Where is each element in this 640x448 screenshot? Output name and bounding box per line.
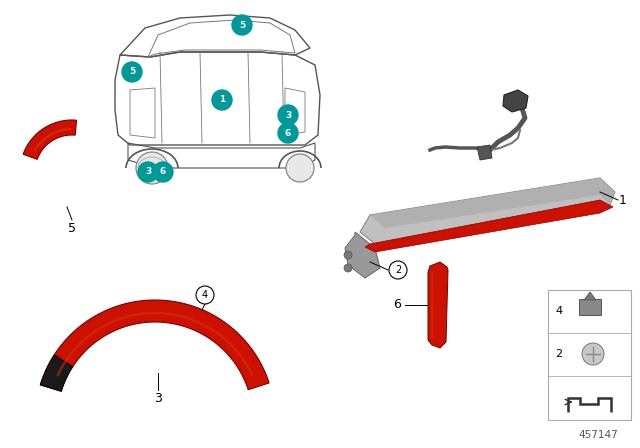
Text: 1: 1 [619, 194, 627, 207]
Text: 2: 2 [555, 349, 562, 359]
Circle shape [232, 15, 252, 35]
Circle shape [344, 251, 352, 259]
Text: 6: 6 [160, 168, 166, 177]
Circle shape [153, 162, 173, 182]
Text: 1: 1 [219, 95, 225, 104]
Circle shape [344, 264, 352, 272]
Text: 6: 6 [285, 129, 291, 138]
Circle shape [286, 154, 314, 182]
Polygon shape [40, 355, 73, 392]
FancyBboxPatch shape [579, 299, 601, 315]
Text: 2: 2 [395, 265, 401, 275]
Polygon shape [477, 145, 492, 160]
Text: 5: 5 [68, 221, 76, 234]
Polygon shape [40, 300, 269, 392]
Circle shape [138, 162, 158, 182]
Polygon shape [584, 292, 596, 300]
Text: 4: 4 [555, 306, 562, 316]
Text: 3: 3 [285, 111, 291, 120]
Text: 4: 4 [202, 290, 208, 300]
Polygon shape [503, 90, 528, 112]
Polygon shape [428, 262, 448, 348]
Text: 5: 5 [129, 68, 135, 77]
Circle shape [136, 152, 168, 184]
Polygon shape [360, 178, 615, 248]
Polygon shape [365, 200, 613, 252]
Circle shape [389, 261, 407, 279]
Polygon shape [23, 120, 77, 159]
Circle shape [212, 90, 232, 110]
Circle shape [278, 105, 298, 125]
Text: 5: 5 [239, 21, 245, 30]
Polygon shape [345, 232, 380, 278]
Text: 457147: 457147 [578, 430, 618, 440]
Polygon shape [370, 178, 615, 228]
FancyBboxPatch shape [548, 290, 631, 420]
Circle shape [196, 286, 214, 304]
Text: 3: 3 [154, 392, 162, 405]
Circle shape [278, 123, 298, 143]
Text: 3: 3 [145, 168, 151, 177]
Circle shape [582, 343, 604, 365]
Text: 6: 6 [393, 298, 401, 311]
Circle shape [122, 62, 142, 82]
